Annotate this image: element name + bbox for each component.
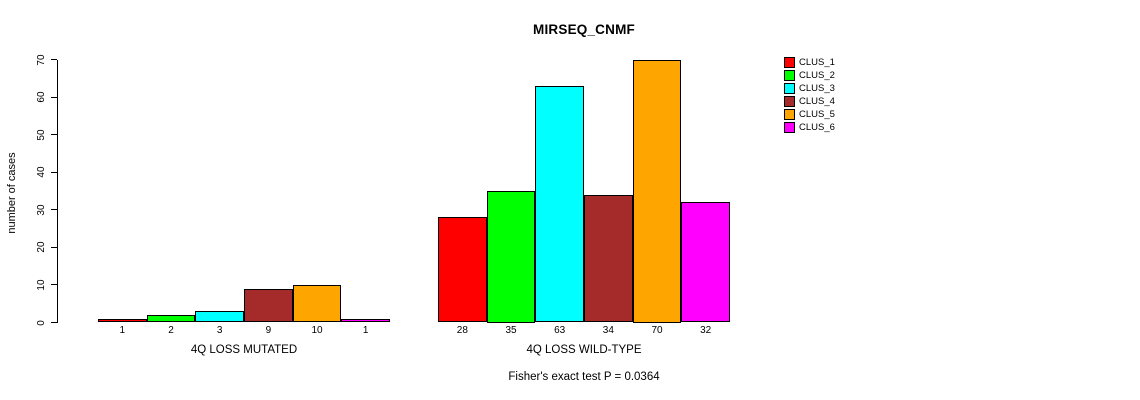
legend-label: CLUS_6 — [799, 122, 835, 133]
y-tick — [51, 171, 57, 173]
legend-swatch — [784, 122, 795, 133]
y-axis-label: number of cases — [6, 152, 18, 234]
bar-value-label: 1 — [119, 324, 126, 336]
y-tick — [51, 59, 57, 60]
stat-annotation: Fisher's exact test P = 0.0364 — [508, 371, 660, 383]
bar — [244, 288, 293, 323]
bar-value-label: 2 — [168, 324, 174, 336]
y-tick-label: 70 — [35, 53, 47, 66]
y-tick-label: 60 — [35, 91, 47, 103]
legend-swatch — [784, 70, 795, 81]
bar-value-label: 35 — [505, 324, 517, 336]
bar-value-label: 32 — [700, 324, 712, 336]
y-tick-label: 30 — [35, 204, 47, 216]
y-tick — [51, 209, 57, 211]
y-tick — [51, 322, 57, 323]
bar — [681, 202, 730, 323]
bar — [535, 85, 584, 323]
y-tick-label: 20 — [35, 241, 47, 253]
y-tick-label: 50 — [35, 129, 47, 141]
y-tick — [51, 134, 57, 136]
legend-item: CLUS_2 — [784, 69, 835, 82]
y-axis-line — [57, 59, 58, 323]
bar — [146, 314, 196, 323]
y-tick — [51, 284, 57, 286]
legend-label: CLUS_2 — [799, 70, 835, 81]
legend-swatch — [784, 109, 795, 120]
legend: CLUS_1 CLUS_2 CLUS_3 CLUS_4 CLUS_5 CLUS_6 — [784, 56, 835, 134]
legend-label: CLUS_5 — [799, 109, 835, 120]
legend-item: CLUS_6 — [784, 121, 835, 134]
legend-label: CLUS_3 — [799, 83, 835, 94]
legend-item: CLUS_5 — [784, 108, 835, 121]
group-label: 4Q LOSS WILD-TYPE — [526, 344, 642, 356]
bar-value-label: 63 — [554, 324, 566, 336]
bar-value-label: 1 — [362, 324, 369, 336]
legend-label: CLUS_4 — [799, 96, 835, 107]
legend-label: CLUS_1 — [799, 57, 835, 68]
chart-title: MIRSEQ_CNMF — [533, 22, 635, 37]
bar — [632, 59, 682, 323]
bar — [98, 318, 147, 323]
bar-value-label: 10 — [311, 324, 323, 336]
legend-swatch — [784, 96, 795, 107]
bar-value-label: 9 — [265, 324, 272, 336]
legend-item: CLUS_1 — [784, 56, 835, 69]
bar — [195, 311, 244, 323]
y-tick-label: 0 — [35, 319, 47, 326]
y-tick-label: 40 — [35, 166, 47, 178]
y-tick — [51, 96, 57, 98]
group-label: 4Q LOSS MUTATED — [190, 344, 298, 356]
bar-value-label: 34 — [602, 324, 614, 336]
bar-value-label: 3 — [216, 324, 223, 336]
bar-value-label: 28 — [456, 324, 468, 336]
bar — [292, 284, 342, 323]
bar — [438, 217, 487, 323]
legend-swatch — [784, 57, 795, 68]
bar-value-label: 70 — [651, 324, 663, 336]
bar — [486, 191, 536, 323]
legend-swatch — [784, 83, 795, 94]
bar — [341, 318, 390, 323]
y-tick-label: 10 — [35, 279, 47, 291]
legend-item: CLUS_4 — [784, 95, 835, 108]
bar — [584, 194, 633, 323]
y-tick — [51, 246, 57, 248]
legend-item: CLUS_3 — [784, 82, 835, 95]
